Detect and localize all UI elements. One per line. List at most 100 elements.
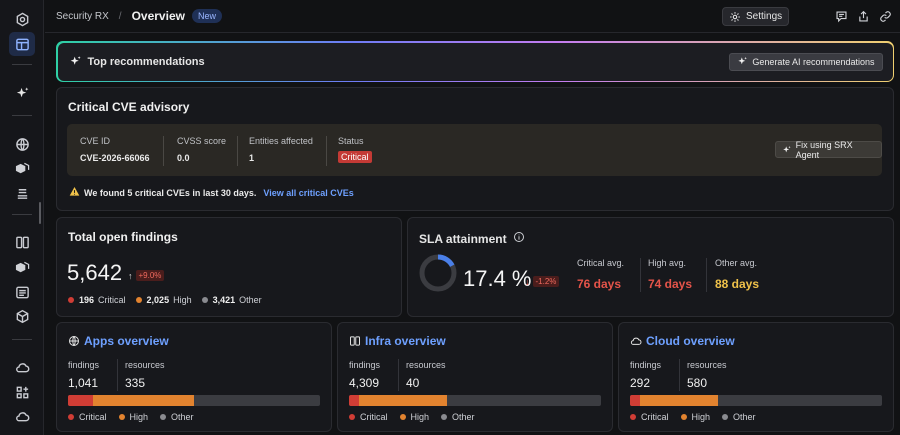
critical-segment	[68, 395, 94, 406]
recommendations-title: Top recommendations	[87, 55, 205, 68]
critical-label: Critical	[79, 412, 107, 422]
sidebar-scrollbar[interactable]	[39, 202, 41, 224]
critical-label: Critical	[641, 412, 669, 422]
other-dot	[441, 414, 448, 420]
comment-icon[interactable]	[833, 8, 849, 24]
findings-label: findings	[630, 360, 662, 370]
critical-label: Critical	[98, 295, 126, 305]
cloud-icon[interactable]	[9, 355, 35, 379]
critical-segment	[349, 395, 360, 406]
generate-ai-recommendations-button[interactable]: Generate AI recommendations	[729, 52, 883, 71]
sla-percent: 17.4 %	[463, 266, 532, 291]
sla-high-column: High avg. 74 days	[648, 258, 692, 291]
sparkle-icon[interactable]	[9, 81, 35, 105]
severity-bar	[630, 395, 882, 406]
severity-legend: Critical High Other	[630, 412, 756, 422]
sidebar	[0, 0, 44, 435]
severity-bar	[349, 395, 601, 406]
infra-overview-title[interactable]: Infra overview	[349, 334, 446, 348]
sla-critical-value: 76 days	[577, 277, 622, 291]
logo-icon[interactable]	[9, 7, 35, 31]
cve-advisory-panel: Critical CVE advisory CVE ID CVE-2026-66…	[56, 87, 894, 211]
settings-label: Settings	[746, 11, 783, 22]
critical-segment	[630, 395, 641, 406]
sidebar-divider	[12, 214, 32, 215]
column-divider	[706, 258, 707, 292]
settings-button[interactable]: Settings	[722, 7, 790, 26]
list-icon[interactable]	[9, 280, 35, 304]
layers-icon[interactable]	[9, 181, 35, 205]
package-icon[interactable]	[9, 304, 35, 328]
share-icon[interactable]	[855, 8, 871, 24]
sla-critical-column: Critical avg. 76 days	[577, 258, 624, 291]
resources-label: resources	[125, 360, 165, 370]
cve-note-text: We found 5 critical CVEs in last 30 days…	[84, 187, 257, 198]
apps-grid-icon[interactable]	[9, 380, 35, 404]
findings-legend: 196 Critical 2,025 High 3,421 Other	[68, 295, 262, 305]
sidebar-divider	[12, 115, 32, 116]
sla-title-row: SLA attainment	[419, 230, 525, 248]
sla-other-column: Other avg. 88 days	[715, 258, 759, 291]
cloud-overview-title[interactable]: Cloud overview	[630, 334, 735, 348]
column-divider	[163, 136, 164, 166]
severity-bar	[68, 395, 320, 406]
server-icon[interactable]	[9, 230, 35, 254]
sparkle-icon	[70, 56, 81, 65]
sidebar-divider	[12, 64, 32, 65]
entities-label: Entities affected	[249, 136, 313, 146]
critical-dot	[68, 297, 74, 303]
donut-progress-arc	[419, 254, 457, 292]
total-findings-count: 5,642	[67, 260, 123, 285]
cvss-label: CVSS score	[177, 136, 227, 146]
cve-note: We found 5 critical CVEs in last 30 days…	[69, 186, 354, 199]
cloud-icon	[630, 337, 642, 345]
findings-delta-badge: +9.0%	[135, 270, 165, 281]
link-icon[interactable]	[877, 8, 893, 24]
globe-icon	[69, 336, 79, 346]
sla-high-label: High avg.	[648, 258, 687, 268]
view-all-cves-link[interactable]: View all critical CVEs	[263, 187, 354, 198]
cvss-value: 0.0	[177, 153, 190, 163]
sparkle-icon	[783, 145, 791, 152]
high-label: High	[691, 412, 711, 422]
breadcrumb[interactable]: Security RX	[56, 10, 109, 22]
cve-id-label: CVE ID	[80, 136, 111, 146]
arrow-up-icon: ↑	[128, 270, 133, 281]
cve-details-box: CVE ID CVE-2026-66066 CVSS score 0.0 Ent…	[67, 124, 882, 176]
cube-stack-icon[interactable]	[9, 255, 35, 279]
gear-icon	[730, 11, 740, 22]
status-label: Status	[338, 136, 364, 146]
apps-overview-title[interactable]: Apps overview	[68, 334, 169, 348]
severity-legend: Critical High Other	[349, 412, 475, 422]
sla-critical-label: Critical avg.	[577, 258, 625, 268]
globe-icon[interactable]	[9, 132, 35, 156]
sla-other-value: 88 days	[715, 277, 760, 291]
total-findings-title: Total open findings	[68, 230, 178, 244]
status-badge: Critical	[338, 151, 372, 163]
high-segment	[640, 395, 719, 406]
high-label: High	[173, 295, 192, 305]
critical-dot	[68, 414, 74, 420]
info-icon[interactable]	[513, 230, 525, 248]
cloud-icon[interactable]	[9, 404, 35, 428]
findings-count: 4,309	[349, 376, 380, 390]
sla-high-value: 74 days	[648, 277, 693, 291]
infra-overview-card: Infra overview findings 4,309 resources …	[337, 322, 613, 432]
critical-label: Critical	[360, 412, 388, 422]
apps-overview-label: Apps overview	[84, 334, 169, 348]
fix-using-srx-agent-button[interactable]: Fix using SRX Agent	[775, 139, 882, 160]
fix-button-label: Fix using SRX Agent	[795, 139, 853, 160]
column-divider	[398, 359, 399, 391]
high-dot	[118, 414, 125, 420]
cube-stack-icon[interactable]	[9, 156, 35, 180]
sla-delta: ↓ -1.2%	[525, 276, 560, 287]
sla-other-label: Other avg.	[715, 258, 758, 268]
dashboard-icon[interactable]	[9, 32, 35, 56]
high-segment	[93, 395, 194, 406]
findings-delta: ↑ +9.0%	[128, 270, 165, 281]
critical-dot	[349, 414, 355, 420]
resources-label: resources	[687, 360, 727, 370]
high-label: High	[410, 412, 430, 422]
entities-column: Entities affected 1	[249, 136, 313, 163]
other-dot	[160, 414, 167, 420]
